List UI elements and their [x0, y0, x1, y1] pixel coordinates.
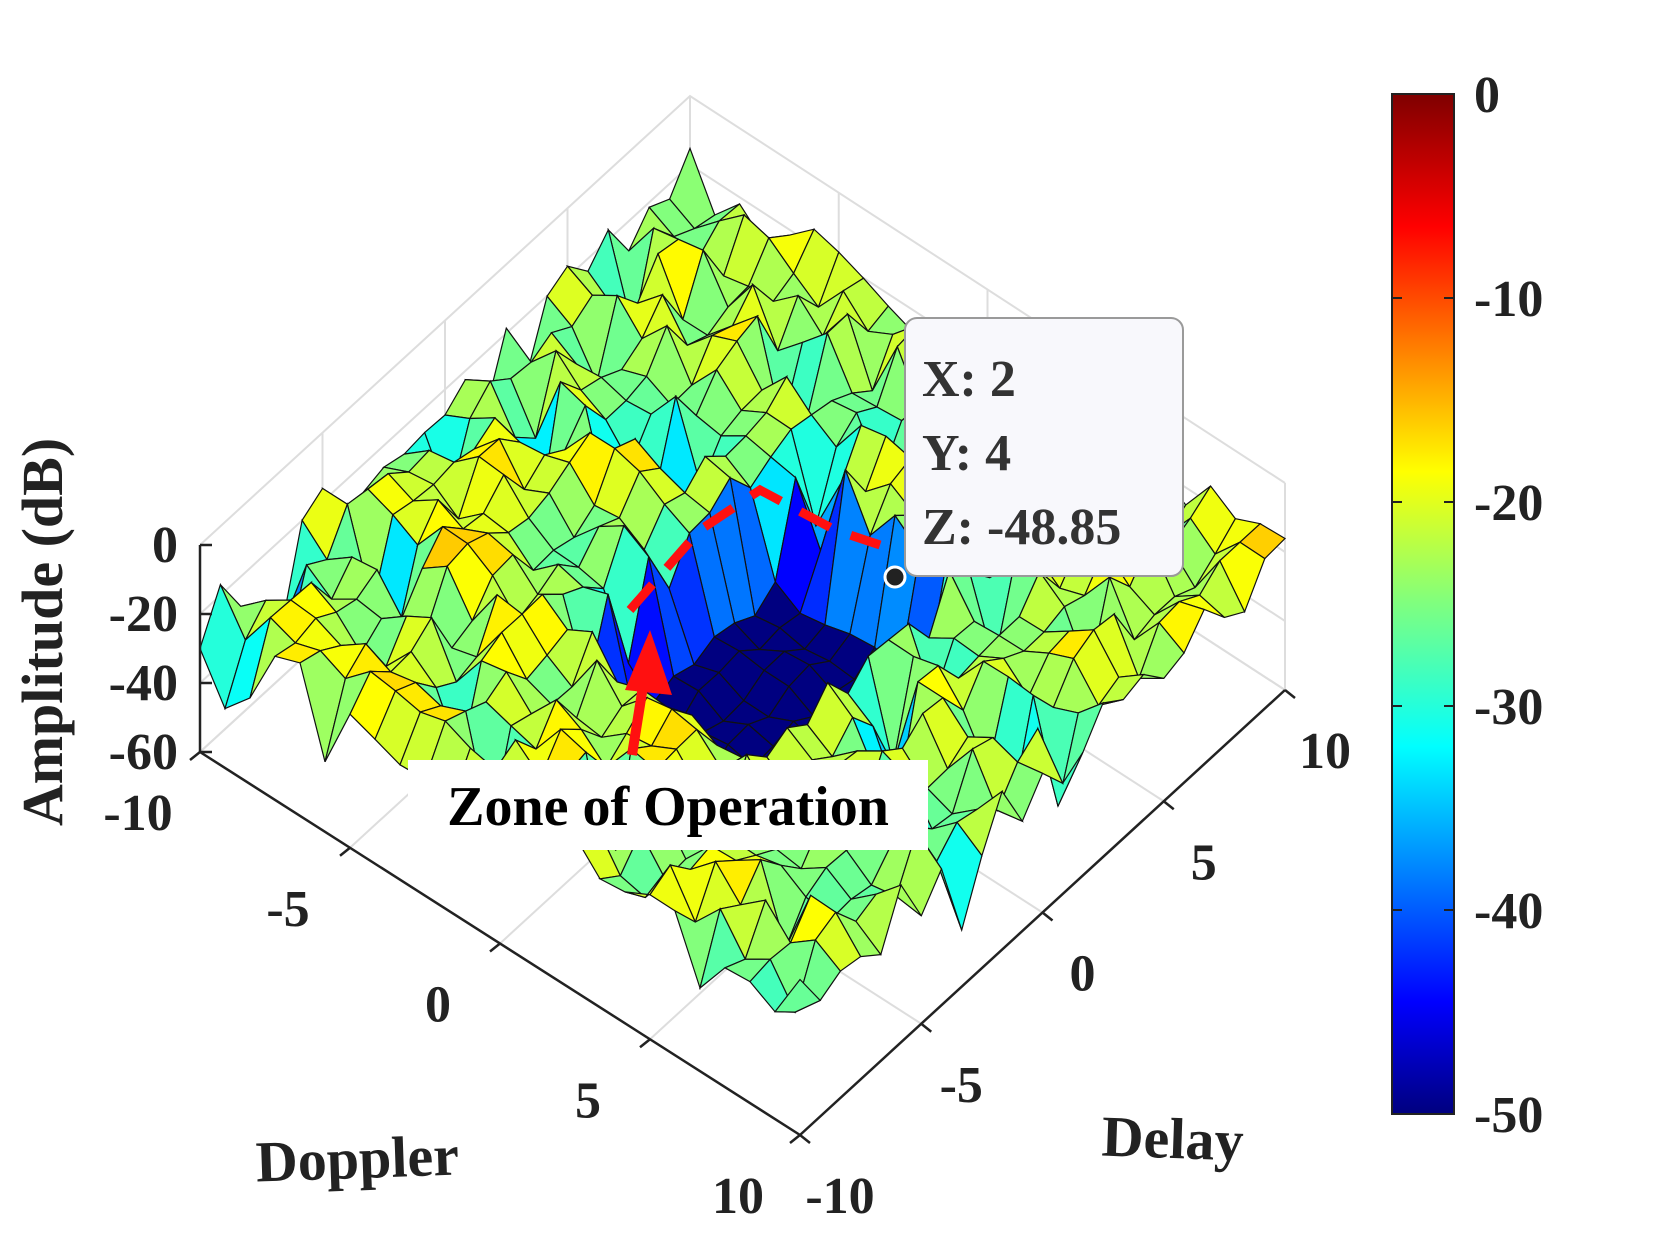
zone-dashed-boundary: [626, 484, 882, 613]
z-tick-label: 0: [152, 517, 178, 574]
delay-tick: [1284, 689, 1296, 699]
z-tick-label: -40: [109, 655, 178, 712]
doppler-tick: [789, 1134, 801, 1144]
datatip-y: Y: 4: [922, 425, 1011, 482]
datatip[interactable]: X: 2 Y: 4 Z: -48.85: [883, 317, 1184, 589]
doppler-tick: [639, 1038, 651, 1049]
surface-patch: [773, 978, 822, 1013]
delay-tick-label: -10: [805, 1168, 874, 1225]
colorbar-tick-label: 0: [1474, 67, 1500, 124]
delay-tick-label: 10: [1299, 723, 1351, 780]
delay-tick-label: -5: [940, 1057, 983, 1114]
colorbar-gradient: [1391, 93, 1455, 1115]
colorbar-tick-label: -50: [1474, 1087, 1543, 1144]
zlabel: Amplitude (dB): [10, 438, 75, 826]
doppler-tick-label: -10: [103, 785, 172, 842]
zone-arrow-head: [625, 630, 672, 695]
delay-tick: [1162, 800, 1175, 811]
delay-tick-label: 0: [1070, 946, 1096, 1003]
delay-tick-label: 5: [1191, 834, 1217, 891]
datatip-box: [904, 317, 1184, 577]
colorbar-tick-label: -20: [1474, 475, 1543, 532]
z-tick-label: -60: [109, 724, 178, 781]
colorbar-tick-label: -30: [1474, 679, 1543, 736]
colorbar-tick-label: -10: [1474, 271, 1543, 328]
doppler-tick-label: 10: [712, 1168, 764, 1225]
colorbar-ticks: 0 -10 -20 -30 -40 -50: [1392, 67, 1543, 1144]
delay-tick: [1041, 911, 1054, 922]
surface-mesh: [199, 146, 1286, 1014]
delay-tick: [920, 1022, 933, 1033]
delay-tick: [799, 1134, 811, 1144]
zone-annotation: Zone of Operation: [408, 484, 928, 850]
doppler-tick: [339, 846, 351, 857]
colorbar-tick-label: -40: [1474, 883, 1543, 940]
axes: -10 -5 0 5 10 -10 -5 0 5 10 0 -20 -40 -60: [103, 517, 1351, 1225]
datatip-x: X: 2: [922, 351, 1016, 408]
xlabel: Doppler: [255, 1122, 460, 1194]
datatip-marker[interactable]: [883, 565, 907, 589]
doppler-tick-label: 0: [425, 977, 451, 1034]
datatip-z: Z: -48.85: [922, 499, 1121, 556]
annotation-box: [408, 760, 928, 850]
doppler-tick: [489, 942, 501, 953]
ylabel: Delay: [1101, 1104, 1245, 1174]
doppler-tick-label: 5: [575, 1072, 601, 1129]
doppler-tick: [189, 751, 201, 761]
colorbar: 0 -10 -20 -30 -40 -50: [1391, 67, 1543, 1144]
z-tick-label: -20: [109, 586, 178, 643]
doppler-tick-label: -5: [266, 881, 309, 938]
annotation-text: Zone of Operation: [447, 776, 889, 838]
